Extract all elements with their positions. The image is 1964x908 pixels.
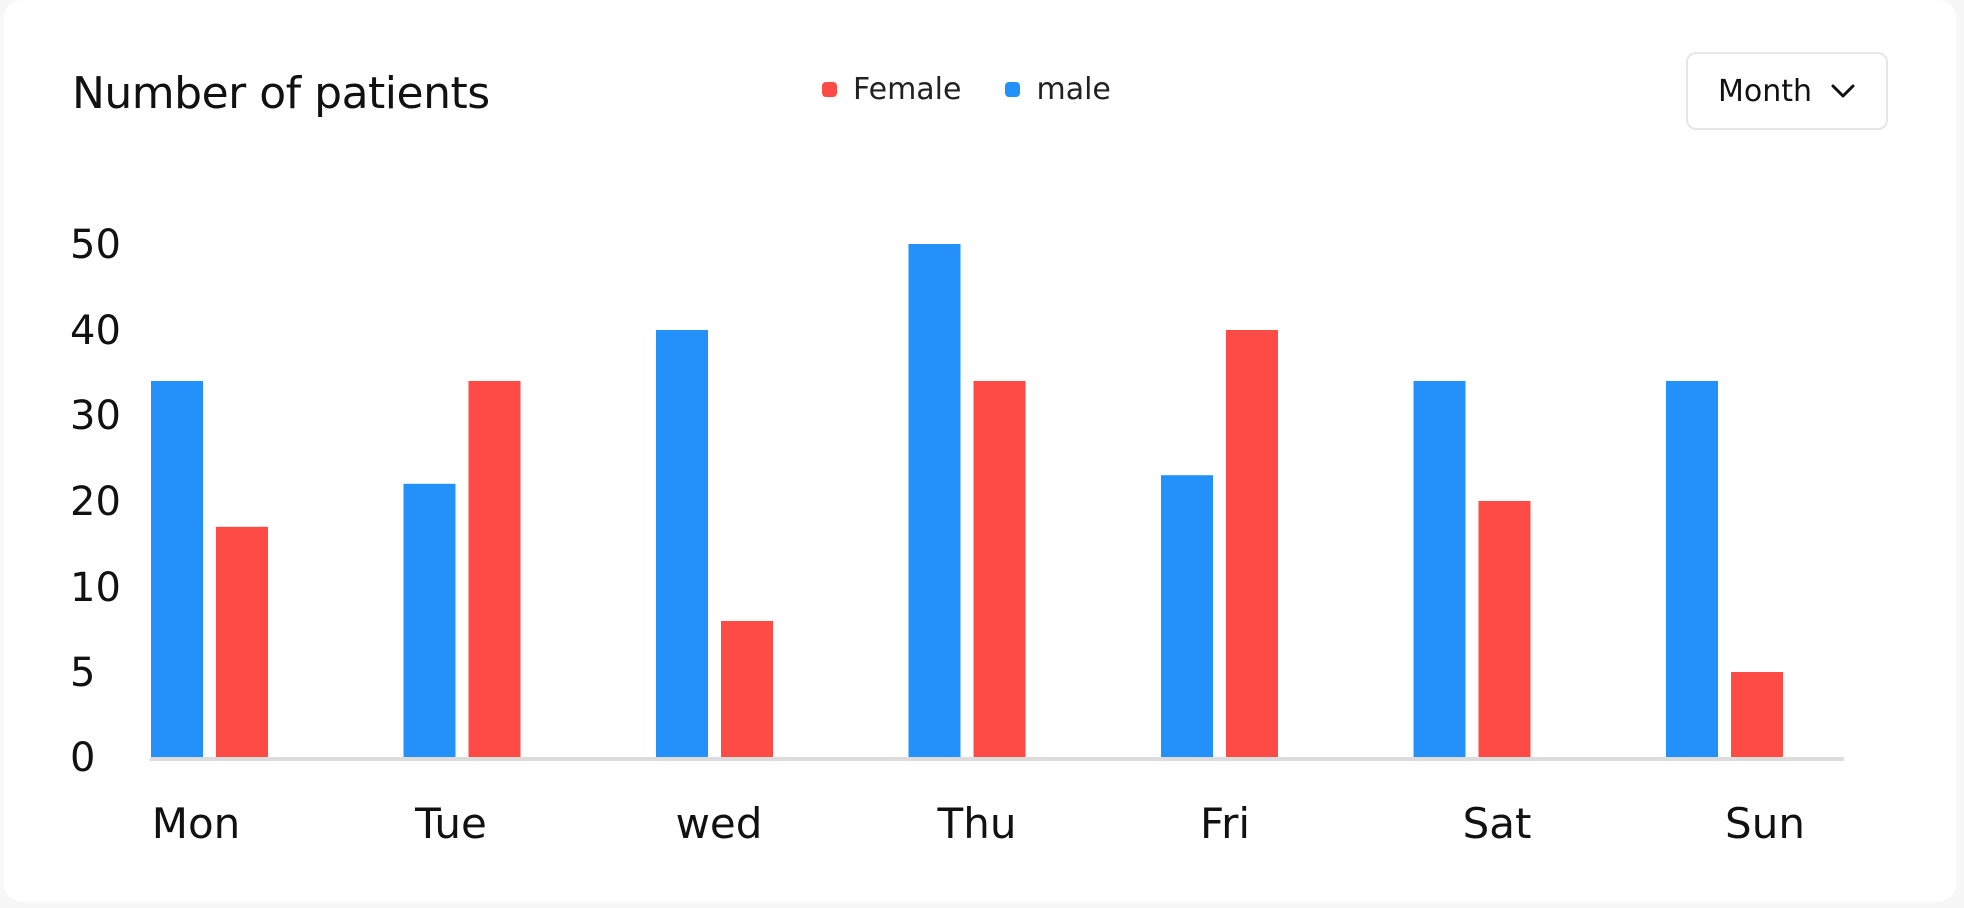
- x-tick-label: Tue: [414, 799, 487, 848]
- y-tick-label: 30: [70, 393, 121, 439]
- y-tick-label: 10: [70, 565, 121, 611]
- legend-swatch-female: [822, 82, 837, 97]
- y-tick-label: 5: [70, 650, 95, 696]
- bar-male-sat: [1413, 381, 1466, 757]
- y-tick-label: 20: [70, 479, 121, 525]
- chart-title: Number of patients: [72, 68, 490, 119]
- bar-female-tue: [468, 381, 521, 757]
- period-dropdown[interactable]: Month: [1686, 52, 1888, 130]
- x-tick-label: Sun: [1725, 799, 1805, 848]
- bar-male-tue: [403, 483, 456, 757]
- legend-item-male: male: [1005, 72, 1111, 107]
- bar-male-sun: [1666, 381, 1718, 757]
- bar-female-fri: [1226, 330, 1278, 757]
- legend-swatch-male: [1005, 82, 1021, 97]
- y-tick-label: 40: [70, 308, 121, 354]
- bar-female-thu: [973, 381, 1026, 757]
- chart-legend: Female male: [822, 72, 1155, 107]
- bar-male-thu: [908, 244, 961, 757]
- bar-female-mon: [216, 526, 268, 757]
- bar-female-wed: [721, 621, 773, 757]
- bar-male-fri: [1161, 475, 1213, 757]
- bar-female-sat: [1478, 501, 1531, 757]
- x-tick-label: Fri: [1200, 799, 1250, 848]
- x-tick-label: Sat: [1463, 799, 1532, 848]
- bar-male-mon: [151, 381, 203, 757]
- x-tick-label: Mon: [152, 799, 241, 848]
- chevron-down-icon: [1831, 84, 1855, 98]
- legend-item-female: Female: [822, 72, 961, 107]
- bar-female-sun: [1731, 672, 1783, 757]
- y-tick-label: 0: [70, 735, 95, 781]
- y-tick-label: 50: [70, 222, 121, 268]
- bar-male-wed: [656, 330, 708, 757]
- x-tick-label: wed: [676, 799, 763, 848]
- legend-label-female: Female: [853, 72, 962, 107]
- x-tick-label: Thu: [937, 799, 1017, 848]
- legend-label-male: male: [1036, 72, 1111, 107]
- period-dropdown-label: Month: [1717, 73, 1813, 109]
- x-axis-line: [150, 757, 1844, 761]
